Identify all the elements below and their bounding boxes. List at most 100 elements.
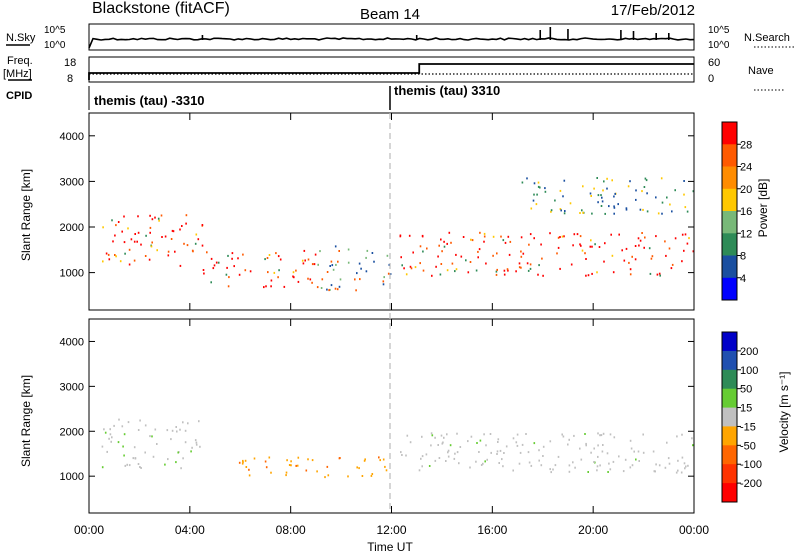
velocity-cell-104 bbox=[305, 469, 308, 472]
power-cell-313 bbox=[400, 256, 402, 259]
power-cell-276 bbox=[538, 264, 540, 267]
power-cell-338 bbox=[569, 202, 572, 205]
power-cell-261 bbox=[590, 239, 592, 242]
time-tick-label-0: 00:00 bbox=[74, 523, 104, 537]
velocity-cell-165 bbox=[400, 451, 402, 454]
time-tick-label-2: 08:00 bbox=[276, 523, 306, 537]
power-cell-235 bbox=[471, 239, 474, 242]
power-panel-frame bbox=[88, 112, 695, 311]
power-cell-8 bbox=[151, 241, 153, 244]
velocity-cell-200 bbox=[469, 466, 471, 469]
power-cell-150 bbox=[356, 272, 358, 275]
power-cell-129 bbox=[316, 286, 319, 289]
power-cell-392 bbox=[533, 182, 536, 185]
velocity-cell-253 bbox=[501, 458, 503, 461]
power-cell-227 bbox=[462, 236, 465, 238]
velocity-cell-132 bbox=[525, 433, 527, 435]
velocity-colorbar-segment-0 bbox=[722, 332, 737, 352]
power-cell-133 bbox=[338, 285, 341, 288]
power-cell-42 bbox=[119, 260, 122, 263]
power-cell-4 bbox=[124, 252, 126, 255]
power-cell-232 bbox=[435, 265, 437, 268]
power-cell-253 bbox=[650, 257, 653, 260]
power-cell-80 bbox=[266, 257, 269, 259]
power-cell-172 bbox=[563, 235, 565, 238]
nave-label: Nave bbox=[748, 65, 774, 77]
velocity-cell-43 bbox=[170, 438, 172, 441]
power-cell-171 bbox=[537, 273, 539, 276]
power-cell-152 bbox=[321, 278, 324, 281]
velocity-cell-128 bbox=[431, 434, 434, 437]
power-cell-106 bbox=[275, 252, 277, 255]
power-cell-123 bbox=[355, 289, 357, 292]
power-cell-127 bbox=[329, 265, 331, 267]
power-cell-212 bbox=[604, 242, 606, 245]
power-cell-21 bbox=[136, 240, 138, 243]
velocity-colorbar-frame bbox=[721, 331, 738, 503]
velocity-cell-131 bbox=[653, 470, 656, 473]
power-cell-46 bbox=[167, 254, 170, 257]
power-cell-215 bbox=[441, 250, 443, 253]
velocity-cell-143 bbox=[552, 468, 554, 471]
velocity-cell-180 bbox=[421, 465, 423, 468]
power-cell-255 bbox=[508, 253, 511, 256]
power-cell-164 bbox=[557, 246, 560, 249]
velocity-cell-40 bbox=[137, 463, 140, 465]
power-cell-162 bbox=[520, 266, 522, 269]
power-cell-185 bbox=[651, 255, 654, 258]
velocity-cell-66 bbox=[311, 459, 314, 462]
velocity-cell-106 bbox=[602, 444, 604, 446]
velocity-cell-240 bbox=[613, 436, 616, 439]
power-cell-20 bbox=[185, 222, 187, 225]
velocity-cell-57 bbox=[177, 451, 179, 454]
power-cell-10 bbox=[145, 234, 147, 237]
velocity-cell-6 bbox=[117, 441, 120, 444]
velocity-cell-190 bbox=[618, 455, 620, 458]
power-cell-323 bbox=[683, 193, 685, 196]
power-cell-285 bbox=[431, 274, 433, 277]
velocity-cell-210 bbox=[518, 462, 521, 465]
velocity-cell-186 bbox=[479, 439, 482, 442]
velocity-cell-202 bbox=[622, 470, 625, 473]
velocity-cell-79 bbox=[288, 464, 291, 466]
velocity-cell-232 bbox=[512, 469, 514, 472]
power-cell-132 bbox=[334, 287, 337, 290]
power-cell-32 bbox=[102, 260, 104, 263]
velocity-cell-85 bbox=[285, 471, 288, 474]
power-cell-283 bbox=[446, 269, 449, 272]
velocity-cell-5 bbox=[111, 436, 113, 439]
power-colorbar-label-1: 24 bbox=[740, 162, 752, 174]
velocity-cell-182 bbox=[596, 469, 598, 472]
velocity-cell-173 bbox=[667, 457, 670, 460]
power-cell-163 bbox=[684, 233, 687, 236]
power-cell-27 bbox=[121, 230, 123, 233]
velocity-colorbar-label-2: 50 bbox=[740, 384, 752, 396]
power-cell-206 bbox=[492, 235, 495, 238]
velocity-cell-203 bbox=[677, 469, 679, 472]
velocity-cell-221 bbox=[447, 449, 450, 452]
search-noise-label: N.Search bbox=[744, 32, 790, 44]
velocity-panel-frame bbox=[88, 318, 695, 514]
velocity-cell-50 bbox=[175, 426, 177, 428]
velocity-cell-126 bbox=[409, 441, 412, 444]
power-cell-260 bbox=[692, 250, 695, 253]
velocity-colorbar-label-5: -50 bbox=[740, 440, 756, 452]
power-cell-116 bbox=[279, 258, 282, 261]
velocity-cell-8 bbox=[151, 435, 153, 438]
power-cell-173 bbox=[469, 261, 472, 263]
power-cell-23 bbox=[105, 252, 108, 255]
velocity-cell-72 bbox=[385, 469, 388, 472]
power-cell-389 bbox=[582, 185, 584, 188]
power-cell-35 bbox=[115, 224, 117, 227]
velocity-cell-17 bbox=[187, 422, 189, 425]
velocity-cell-11 bbox=[123, 454, 125, 457]
velocity-cell-33 bbox=[140, 467, 142, 469]
time-tick-label-4: 16:00 bbox=[477, 523, 507, 537]
power-cell-300 bbox=[591, 245, 593, 248]
velocity-colorbar-segment-3 bbox=[722, 388, 737, 408]
velocity-cell-80 bbox=[371, 473, 374, 475]
velocity-cell-37 bbox=[180, 467, 182, 470]
velocity-cell-100 bbox=[295, 464, 297, 467]
power-cell-160 bbox=[383, 276, 385, 279]
power-cell-290 bbox=[570, 263, 573, 266]
